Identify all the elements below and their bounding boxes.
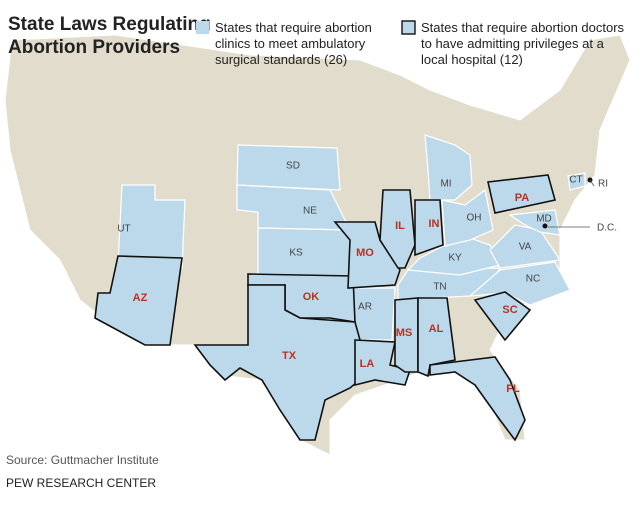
- state-label: D.C.: [597, 223, 617, 234]
- state: [94, 255, 183, 346]
- source: Source: Guttmacher Institute: [6, 453, 159, 467]
- state: [542, 223, 548, 229]
- states: [94, 134, 595, 442]
- state-label: UT: [117, 224, 130, 235]
- state-label: TN: [433, 282, 446, 293]
- state: [394, 297, 419, 373]
- state: [473, 291, 532, 342]
- state-label: MI: [440, 179, 451, 190]
- title: State Laws Regulating Abortion Providers: [8, 14, 211, 58]
- state-label: CT: [569, 175, 582, 186]
- state: [424, 134, 473, 201]
- state: [441, 188, 494, 247]
- state-label: NE: [303, 206, 317, 217]
- text-line: State Laws Regulating: [8, 14, 211, 35]
- state-label: AZ: [133, 292, 148, 304]
- state: [406, 237, 501, 276]
- legend-swatch: [196, 21, 209, 34]
- text-line: clinics to meet ambulatory: [215, 36, 366, 51]
- state-label: PA: [515, 192, 530, 204]
- text-line: States that require abortion doctors: [421, 20, 625, 35]
- state: [354, 339, 412, 387]
- state-label: KY: [448, 253, 462, 264]
- state: [414, 199, 444, 257]
- state: [487, 174, 556, 214]
- legend-text: States that require abortion doctors to h…: [421, 20, 625, 67]
- state: [193, 284, 363, 441]
- state-label: MS: [396, 327, 413, 339]
- state-label: LA: [360, 358, 375, 370]
- state-label: VA: [519, 242, 532, 253]
- state-label: MO: [356, 247, 374, 259]
- legend-swatch: [401, 20, 416, 35]
- state-label: NC: [526, 274, 540, 285]
- state: [236, 144, 341, 191]
- state-label: IN: [429, 218, 440, 230]
- text-line: to have admitting privileges at a: [421, 36, 605, 51]
- org: PEW RESEARCH CENTER: [6, 476, 156, 490]
- text-line: surgical standards (26): [215, 52, 347, 67]
- state-label: AR: [358, 302, 372, 313]
- state: [567, 172, 586, 191]
- text-line: States that require abortion: [215, 20, 372, 35]
- state: [333, 221, 401, 289]
- state-label: RI: [598, 179, 608, 190]
- legend-text: States that require abortion clinics to m…: [215, 20, 372, 67]
- text-line: Abortion Providers: [8, 37, 180, 58]
- state-label: SD: [286, 161, 300, 172]
- state-label: TX: [282, 350, 297, 362]
- state-label: AL: [429, 323, 444, 335]
- state-label: SC: [502, 304, 517, 316]
- state-label: MD: [536, 214, 552, 225]
- state-labels: SD NE KS UT AZ OK TX MO AR LA MS AL FL SC NC TN KY VA IL IN…: [117, 161, 617, 395]
- state-label: OH: [467, 213, 482, 224]
- state-label: FL: [506, 383, 520, 395]
- state-label: IL: [395, 220, 405, 232]
- state: [429, 356, 526, 442]
- state: [508, 209, 561, 236]
- state-label: KS: [289, 248, 303, 259]
- state: [489, 224, 562, 269]
- state: [257, 227, 354, 277]
- state-label: OK: [303, 291, 320, 303]
- text-line: local hospital (12): [421, 52, 523, 67]
- leader-line: [589, 179, 595, 187]
- state: [379, 189, 416, 269]
